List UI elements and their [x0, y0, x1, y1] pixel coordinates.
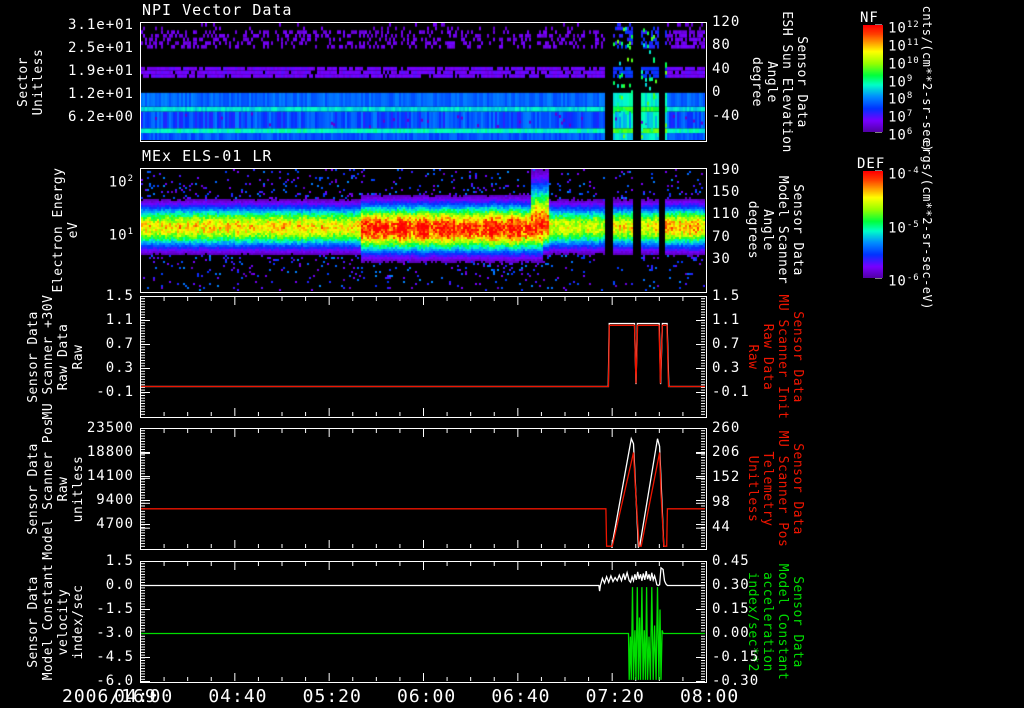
x-axis-date-label: 2006/169 — [62, 686, 157, 707]
tick-label: 0.7 — [712, 335, 741, 352]
tick-label: 107 — [888, 109, 914, 126]
tick-label: -0.1 — [96, 383, 134, 400]
tick-label: 44 — [712, 519, 731, 536]
tick-label: 102 — [108, 174, 134, 191]
tick-label: 106 — [888, 127, 914, 144]
tick-label: 10-4 — [888, 166, 920, 183]
tick-label: 70 — [712, 228, 731, 245]
tick-label: 18800 — [86, 443, 134, 460]
nf-colorbar-title: NF — [860, 10, 879, 26]
els-spectrogram — [141, 169, 705, 291]
tick-label: 109 — [888, 73, 914, 91]
x-axis-time-label: 04:00 — [114, 686, 174, 707]
tick-label: 1.9e+01 — [67, 62, 134, 79]
tick-label: 206 — [712, 444, 741, 461]
tick-label: 108 — [888, 91, 914, 108]
tick-label: 80 — [712, 37, 731, 54]
x-axis-time-label: 05:20 — [302, 686, 362, 707]
tick-label: 0.7 — [105, 335, 134, 352]
series-model-constant-velocity — [141, 566, 705, 592]
tick-label: -0.1 — [712, 383, 750, 400]
tick-label: -1.5 — [96, 600, 134, 617]
x-axis-time-label: 08:00 — [680, 686, 740, 707]
x-axis-time-label: 07:20 — [585, 686, 645, 707]
tick-label: 260 — [712, 419, 741, 436]
tick-label: 30 — [712, 251, 731, 268]
tick-label: 23500 — [86, 419, 134, 436]
tick-label: 1.5 — [712, 287, 741, 304]
nf-colorbar — [863, 25, 883, 132]
tick-label: 0.0 — [105, 576, 134, 593]
tick-label: 10-5 — [888, 219, 920, 237]
tick-label: 4700 — [96, 515, 134, 532]
tick-label: 40 — [712, 60, 731, 77]
tick-label: 1.2e+01 — [67, 85, 134, 102]
series-mu-scanner-pos-telemetry — [141, 452, 705, 547]
series-model-constant-acceleration — [141, 587, 705, 680]
tick-label: 0.15 — [712, 600, 750, 617]
tick-label: 0.3 — [105, 359, 134, 376]
tick-label: 152 — [712, 469, 741, 486]
tick-label: -6.0 — [96, 672, 134, 689]
panel-els-title: MEx ELS-01 LR — [142, 147, 273, 165]
x-axis-time-label: 06:40 — [491, 686, 551, 707]
tick-label: 1011 — [888, 37, 920, 55]
tick-label: 190 — [712, 161, 741, 178]
tick-label: 110 — [712, 206, 741, 223]
tick-label: 0.00 — [712, 624, 750, 641]
tick-label: 98 — [712, 494, 731, 511]
tick-label: 1.5 — [105, 552, 134, 569]
tick-label: 120 — [712, 13, 741, 30]
tick-label: -3.0 — [96, 624, 134, 641]
tick-label: 1.1 — [712, 311, 741, 328]
tick-label: 14100 — [86, 467, 134, 484]
tick-label: -4.5 — [96, 648, 134, 665]
tick-label: 101 — [108, 227, 134, 244]
tick-label: -0.15 — [712, 648, 760, 665]
npi-spectrogram — [141, 23, 705, 140]
def-colorbar — [863, 171, 883, 278]
tick-label: 1012 — [888, 20, 920, 37]
tick-label: 6.2e+00 — [67, 108, 134, 125]
x-axis-time-label: 06:00 — [397, 686, 457, 707]
tick-label: 1010 — [888, 55, 920, 73]
tick-label: 10-6 — [888, 273, 920, 290]
tick-label: 1.1 — [105, 311, 134, 328]
tick-label: -0.30 — [712, 672, 760, 689]
tick-label: -40 — [712, 107, 741, 124]
series-mu-scanner-init-raw — [141, 324, 705, 388]
x-axis-time-label: 04:40 — [208, 686, 268, 707]
tick-label: 1.5 — [105, 287, 134, 304]
tick-label: 150 — [712, 184, 741, 201]
tick-label: 3.1e+01 — [67, 17, 134, 34]
def-colorbar-title: DEF — [857, 156, 886, 172]
panel-npi-title: NPI Vector Data — [142, 1, 293, 19]
tick-label: 0.30 — [712, 576, 750, 593]
tick-label: 2.5e+01 — [67, 40, 134, 57]
tick-label: 0 — [712, 84, 722, 101]
tick-label: 0.45 — [712, 552, 750, 569]
series-mu-scanner-30v-raw — [141, 322, 705, 388]
tick-label: 0.3 — [712, 359, 741, 376]
tick-label: 9400 — [96, 491, 134, 508]
